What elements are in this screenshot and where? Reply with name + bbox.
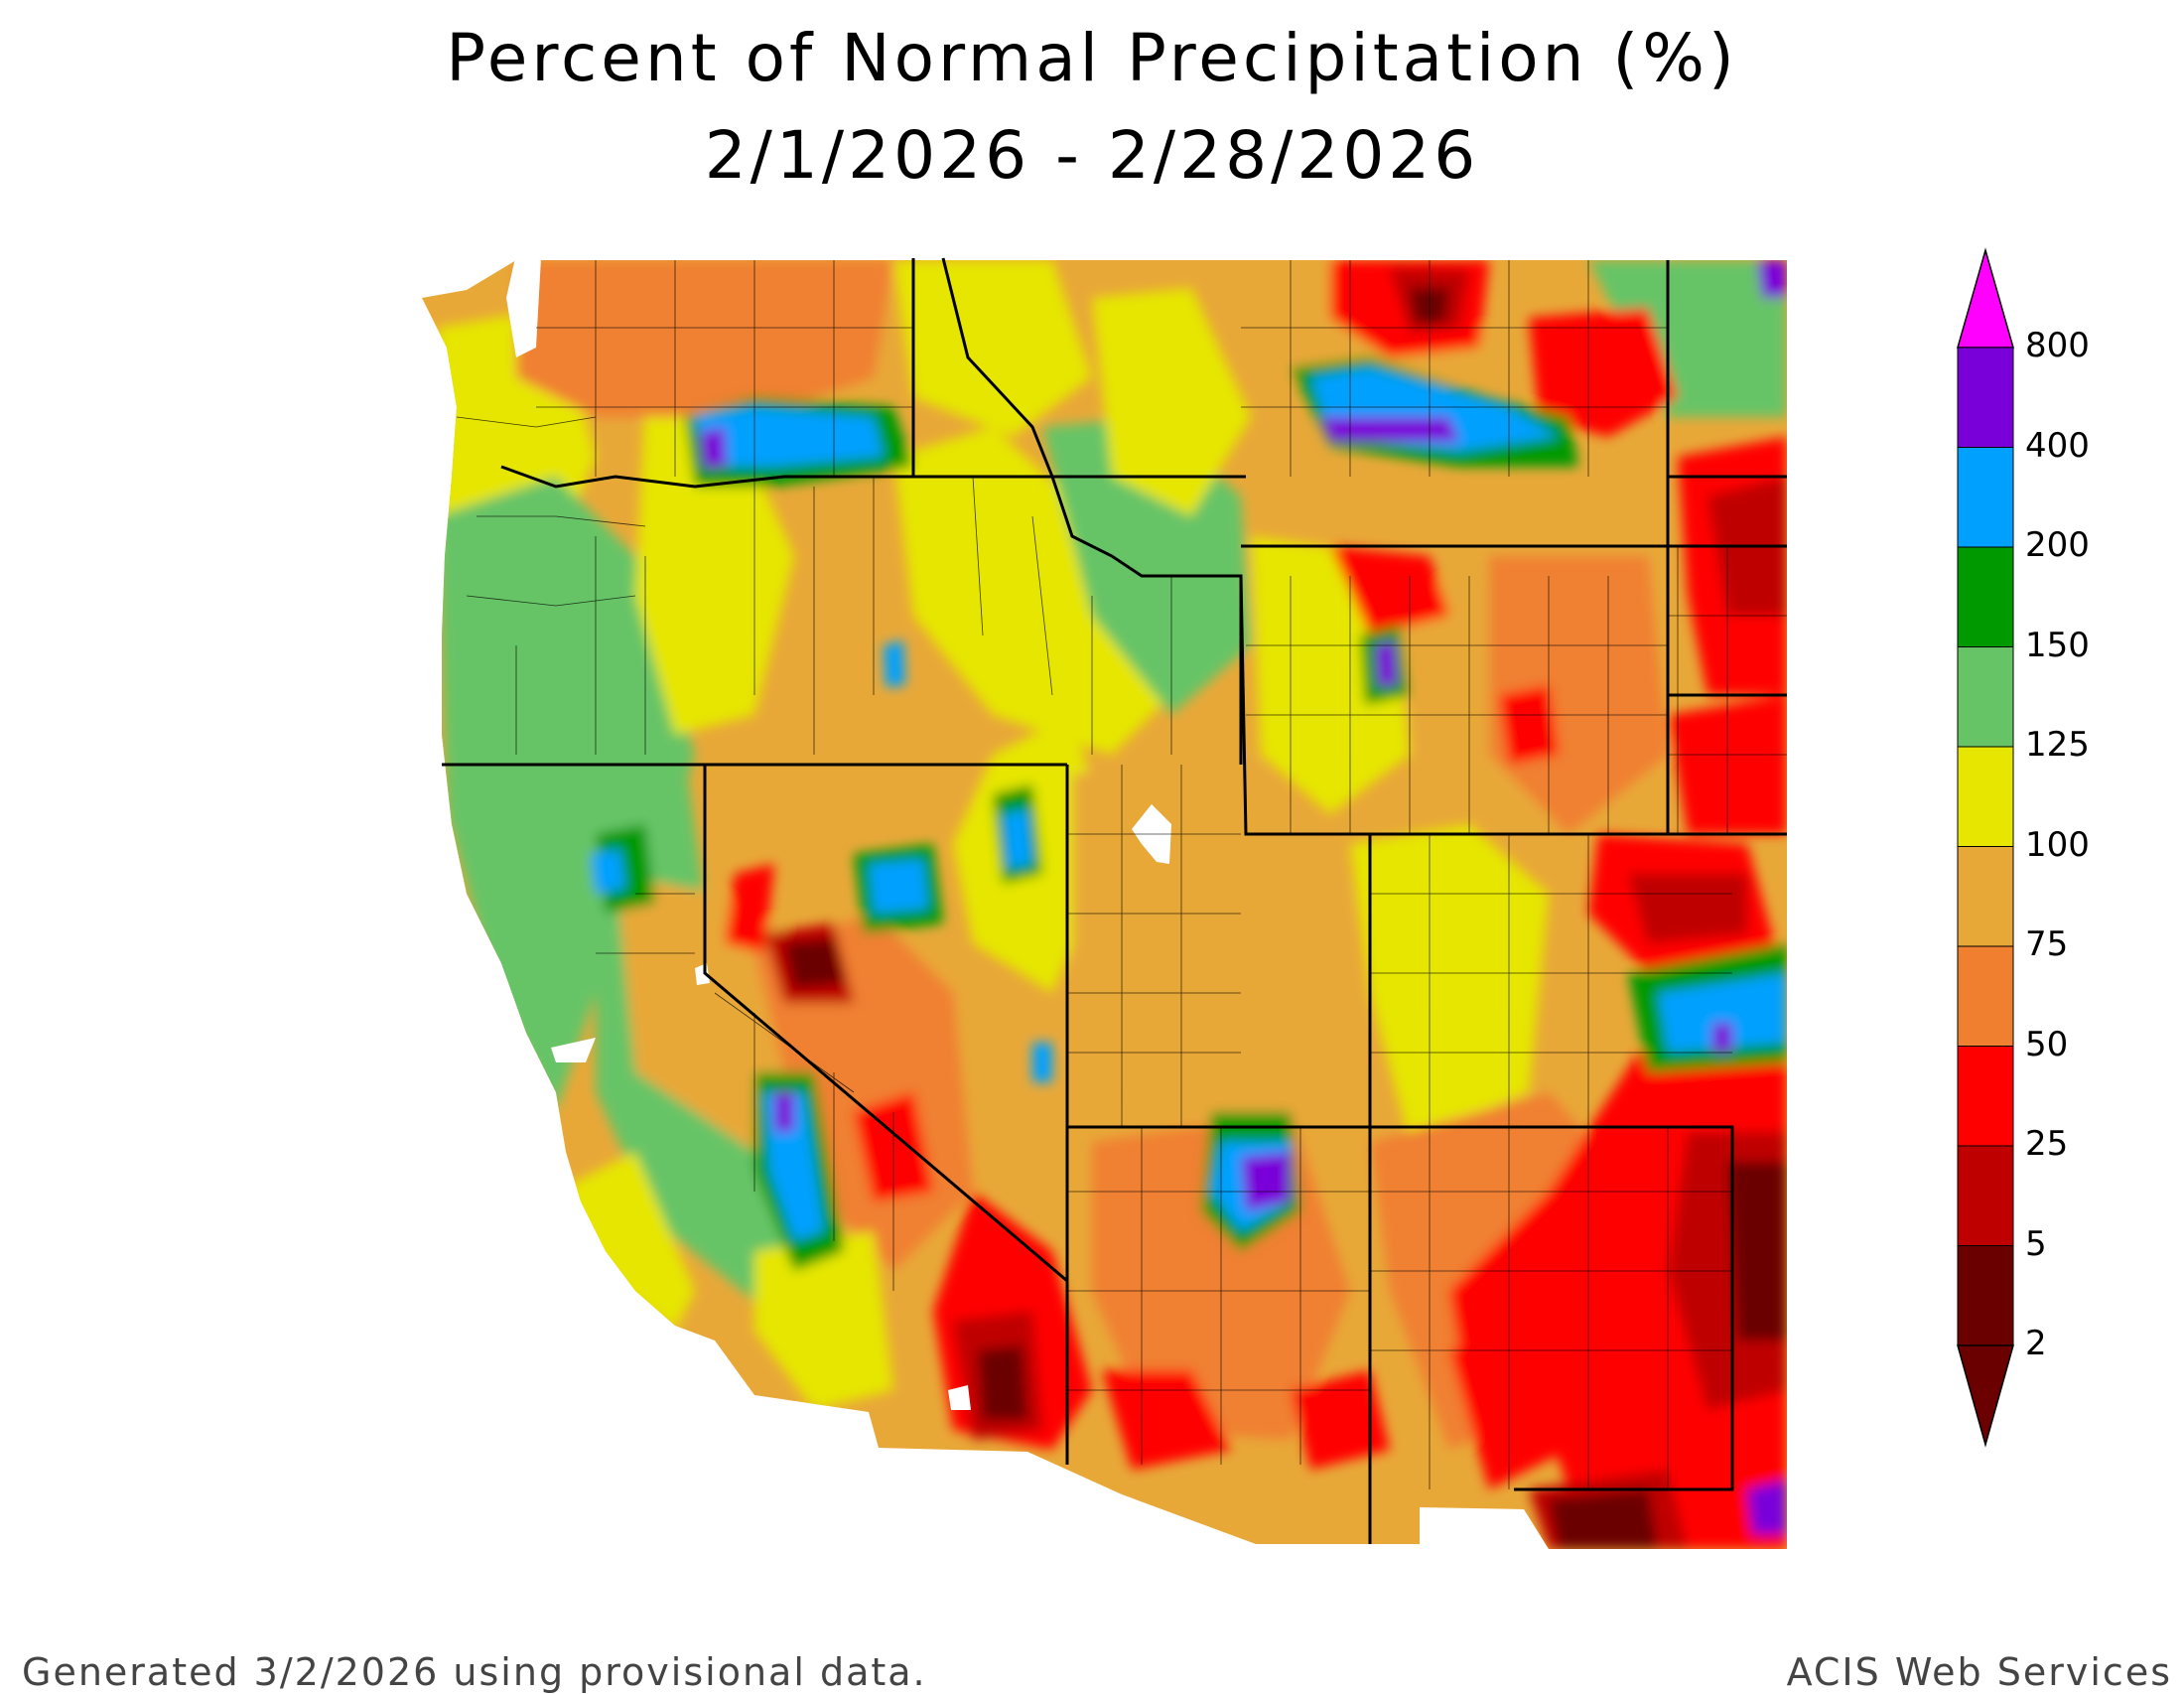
legend-label: 150	[2025, 625, 2090, 665]
legend-swatch	[1957, 546, 2014, 647]
legend-swatch	[1957, 347, 2014, 448]
legend-bottom-arrow	[1957, 1344, 2014, 1448]
map-title: Percent of Normal Precipitation (%)	[446, 20, 1738, 96]
legend-colorbar	[1957, 247, 2014, 1448]
legend-swatch	[1957, 646, 2014, 748]
legend-label: 2	[2025, 1324, 2047, 1363]
legend-swatch	[1957, 846, 2014, 947]
legend-label: 400	[2025, 425, 2090, 466]
legend-swatch	[1957, 1145, 2014, 1246]
precipitation-field	[422, 260, 1787, 1549]
legend-swatch	[1957, 746, 2014, 847]
legend-label: 100	[2025, 824, 2090, 865]
legend-top-arrow	[1957, 247, 2014, 349]
legend-label: 50	[2025, 1024, 2069, 1064]
legend-swatch	[1957, 1245, 2014, 1346]
legend-label: 200	[2025, 525, 2090, 565]
legend-label: 75	[2025, 924, 2069, 964]
legend-label: 5	[2025, 1223, 2047, 1264]
source-credit: ACIS Web Services	[1786, 1650, 2172, 1694]
legend-label: 800	[2025, 326, 2090, 365]
legend-label: 25	[2025, 1124, 2069, 1164]
legend-label: 125	[2025, 725, 2090, 765]
map-date-range: 2/1/2026 - 2/28/2026	[704, 117, 1480, 194]
county-boundaries	[456, 260, 1787, 1489]
legend-swatch	[1957, 447, 2014, 548]
state-boundaries	[442, 257, 1787, 1544]
legend-swatch	[1957, 945, 2014, 1047]
legend-swatch	[1957, 1046, 2014, 1147]
generated-note: Generated 3/2/2026 using provisional dat…	[22, 1650, 927, 1694]
